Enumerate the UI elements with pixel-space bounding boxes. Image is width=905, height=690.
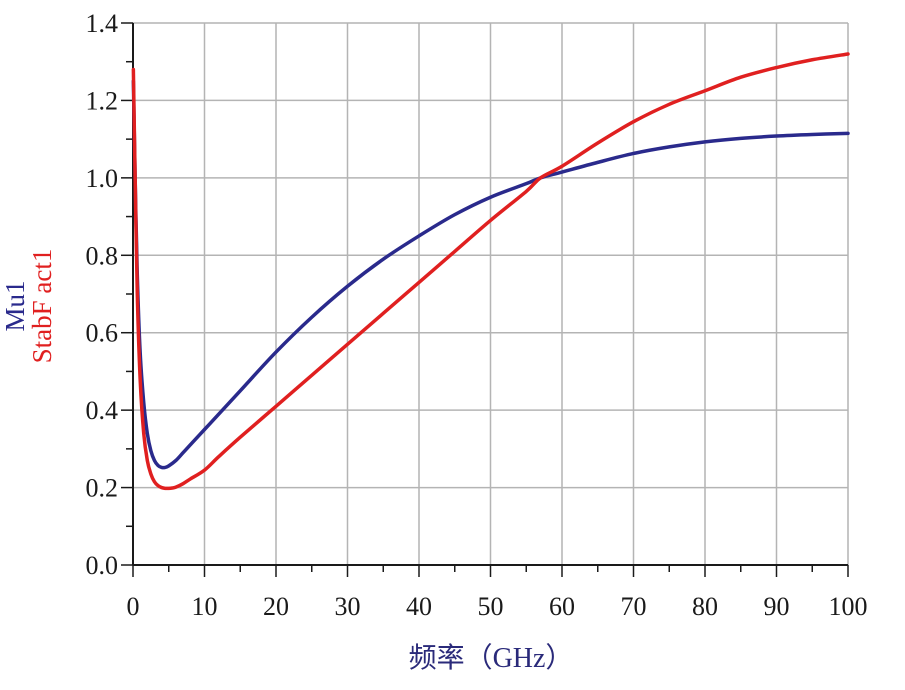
series-line-1 xyxy=(131,52,850,491)
x-tick-label: 40 xyxy=(406,592,432,621)
x-tick-label: 30 xyxy=(335,592,361,621)
x-tick-label: 0 xyxy=(127,592,140,621)
y-tick-label: 0.0 xyxy=(86,551,119,580)
series-lines xyxy=(131,52,850,491)
x-tick-label: 90 xyxy=(764,592,790,621)
x-tick-label: 100 xyxy=(829,592,868,621)
series-line-0 xyxy=(131,79,850,470)
tick-labels: 0 10 20 30 40 50 60 70 80 90 100 0.0 0.2 0.4 0.6 0.8 1.0… xyxy=(86,9,868,621)
y-tick-label: 1.2 xyxy=(86,86,119,115)
x-tick-label: 80 xyxy=(692,592,718,621)
x-tick-label: 50 xyxy=(478,592,504,621)
y-tick-label: 0.8 xyxy=(86,241,119,270)
y-tick-label: 0.6 xyxy=(86,319,119,348)
x-tick-label: 70 xyxy=(621,592,647,621)
x-axis-label: 频率（GHz） xyxy=(409,642,574,674)
axes xyxy=(121,22,849,577)
grid xyxy=(133,22,849,565)
x-tick-label: 20 xyxy=(263,592,289,621)
x-tick-label: 60 xyxy=(549,592,575,621)
y-tick-label: 0.4 xyxy=(86,396,119,425)
y-tick-label: 1.4 xyxy=(86,9,119,38)
y-tick-label: 0.2 xyxy=(86,474,119,503)
y-tick-label: 1.0 xyxy=(86,164,119,193)
y-axis-label-0: Mu1 xyxy=(0,280,30,331)
y-axis-label-1: StabF act1 xyxy=(27,249,57,364)
x-tick-label: 10 xyxy=(192,592,218,621)
